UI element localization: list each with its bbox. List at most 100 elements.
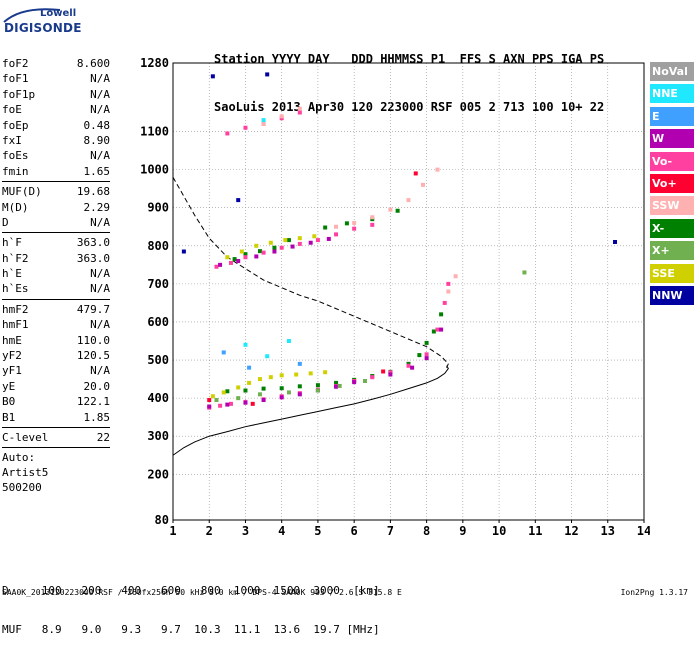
x-tick-label: 14 <box>637 524 650 538</box>
echo-point <box>522 270 527 275</box>
param-value: N/A <box>90 87 110 101</box>
echo-point <box>334 384 339 389</box>
echo-point <box>250 401 255 406</box>
param-value: 19.68 <box>76 185 110 199</box>
param-value: 120.5 <box>76 349 110 363</box>
echo-point <box>352 226 357 231</box>
y-tick-label: 400 <box>147 391 169 405</box>
polarization-legend: NoVal NNE E W Vo- Vo+ SSW X- X+ SSE NNW <box>650 62 694 308</box>
echo-point <box>297 106 302 111</box>
param-value: N/A <box>90 215 110 229</box>
legend-item: X- <box>650 218 694 238</box>
distance-value: 1000 <box>227 584 267 597</box>
header-value-8: 713 <box>503 100 532 114</box>
echo-point <box>286 390 291 395</box>
echo-point <box>265 72 270 77</box>
plot-frame <box>172 62 645 521</box>
muf-curve <box>172 177 449 368</box>
param-value: N/A <box>90 72 110 86</box>
header-field-7: S <box>488 52 504 66</box>
param-label: foF2 <box>2 57 29 70</box>
echo-point <box>410 365 415 370</box>
echo-point <box>326 236 331 241</box>
param-label: foEs <box>2 149 29 163</box>
echo-point <box>297 361 302 366</box>
param-label: yF1 <box>2 364 22 378</box>
echo-point <box>395 208 400 213</box>
echo-point <box>236 198 241 203</box>
distance-value: 600 <box>147 584 188 597</box>
echo-point <box>243 252 248 257</box>
echo-point <box>453 274 458 279</box>
echo-point <box>236 259 241 264</box>
param-row: yE 20.0 <box>2 379 110 394</box>
electron-density-profile <box>172 365 449 456</box>
echo-point <box>225 402 230 407</box>
legend-item: NoVal <box>650 62 694 81</box>
legend-item: SSW <box>650 196 694 216</box>
distance-label: D <box>2 584 29 597</box>
echo-point <box>420 182 425 187</box>
x-tick-label: 4 <box>278 524 285 538</box>
x-tick-label: 8 <box>423 524 430 538</box>
echo-point <box>261 250 266 255</box>
echo-point <box>254 243 259 248</box>
file-info-footer: SAA0K_2013120223000.RSF / 260fx256h 50 k… <box>2 588 402 597</box>
y-tick-label: 600 <box>147 315 169 329</box>
echo-point <box>225 255 230 260</box>
echo-point <box>290 244 295 249</box>
echo-point <box>286 339 291 344</box>
distance-value: 200 <box>68 584 108 597</box>
param-value: 1.85 <box>83 410 111 424</box>
echo-point <box>279 245 284 250</box>
echo-point <box>435 167 440 172</box>
echo-point <box>424 340 429 345</box>
param-row: C-level 22 <box>2 430 110 445</box>
header-value-6: 005 <box>459 100 489 114</box>
legend-item: E <box>650 106 694 126</box>
param-row: foF2 8.600 <box>2 56 110 71</box>
x-tick-label: 2 <box>206 524 213 538</box>
param-label: yE <box>2 379 16 393</box>
param-row: M(D) 2.29 <box>2 200 110 215</box>
param-separator <box>2 181 110 183</box>
muf-value: 8.9 <box>28 623 69 636</box>
echo-point <box>236 385 241 390</box>
param-row: foF1 N/A <box>2 71 110 86</box>
echo-point <box>334 380 339 385</box>
param-value: 2.29 <box>83 200 111 214</box>
param-row: yF1 N/A <box>2 363 110 378</box>
header-value-5: RSF <box>430 100 460 114</box>
echo-point <box>334 224 339 229</box>
legend-item: X+ <box>650 241 694 261</box>
echo-point <box>323 225 328 230</box>
legend-item: NNE <box>650 84 694 104</box>
echo-point <box>279 114 284 119</box>
param-label: MUF(D) <box>2 185 42 199</box>
echo-point <box>283 238 288 243</box>
echo-point <box>181 249 186 254</box>
param-label: M(D) <box>2 200 29 214</box>
header-value-11: 22 <box>589 100 612 114</box>
echo-point <box>370 375 375 380</box>
echo-point <box>247 365 252 370</box>
distance-value: 800 <box>187 584 228 597</box>
echo-point <box>406 363 411 368</box>
artist-label: Artist5 <box>2 466 49 480</box>
echo-point <box>439 312 444 317</box>
echo-point <box>315 388 320 393</box>
header-value-10: 10+ <box>560 100 590 114</box>
echo-point <box>439 327 444 332</box>
echo-point <box>232 257 237 262</box>
param-separator <box>2 298 110 300</box>
legend-item: Vo+ <box>650 173 694 193</box>
muf-value: 11.1 <box>227 623 267 636</box>
param-value: 20.0 <box>83 379 111 393</box>
param-label: fmin <box>2 164 29 178</box>
echo-point <box>370 215 375 220</box>
echo-point <box>243 342 248 347</box>
x-tick-label: 10 <box>492 524 506 538</box>
param-label: B0 <box>2 395 16 409</box>
echo-point <box>225 389 230 394</box>
digisonde-logo: Lowell DIGISONDE <box>2 4 112 44</box>
